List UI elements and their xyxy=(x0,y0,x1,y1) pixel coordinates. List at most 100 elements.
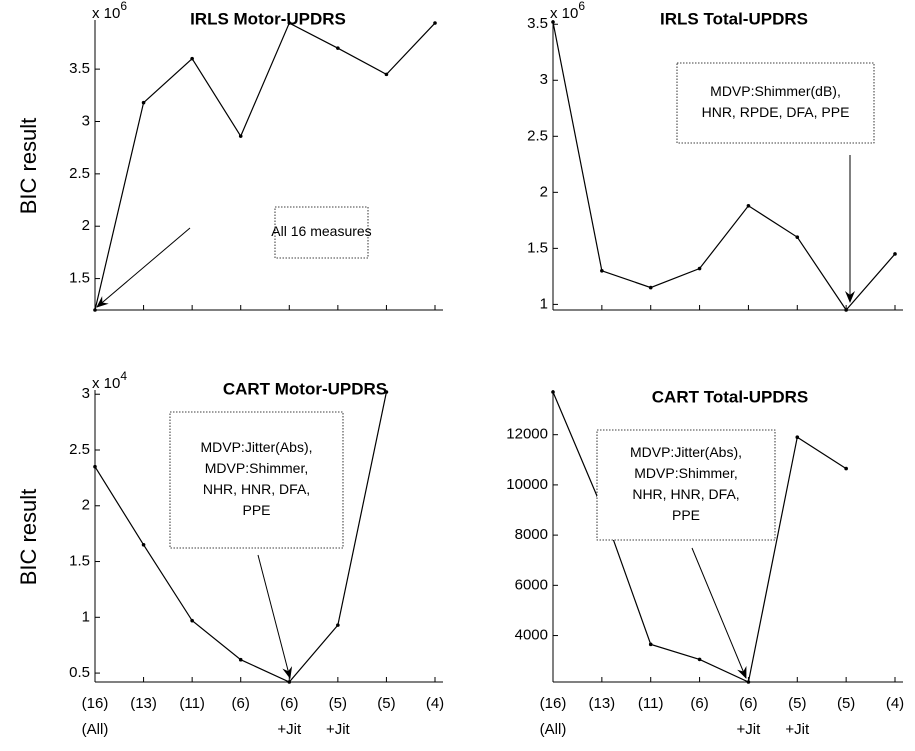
annotation-arrow xyxy=(257,554,293,679)
x-tick-label: (4) xyxy=(426,695,444,712)
x-tick-label: (16) xyxy=(540,695,567,712)
y-tick-label: 12000 xyxy=(506,426,548,443)
x-sub-label: (All) xyxy=(540,721,567,738)
x-sub-label: +Jit xyxy=(785,721,810,738)
x-tick-label: (13) xyxy=(589,695,616,712)
multiplier-power: 4 xyxy=(120,369,127,383)
annotation-text: MDVP:Jitter(Abs), xyxy=(200,439,312,455)
annotation-text: NHR, HNR, DFA, xyxy=(632,486,739,502)
x-sub-label: (All) xyxy=(82,721,109,738)
x-tick-label: (16) xyxy=(82,695,109,712)
data-point xyxy=(336,46,340,50)
annotation-box xyxy=(169,411,344,549)
annotation-text: PPE xyxy=(672,507,700,523)
y-tick-label: 1.5 xyxy=(69,553,90,570)
annotation-box xyxy=(676,62,875,144)
y-tick-label: 4000 xyxy=(515,627,548,644)
data-point xyxy=(648,642,653,647)
y-tick-label: 1.5 xyxy=(527,239,548,256)
annotation-arrow xyxy=(691,547,747,679)
x-tick-label: (6) xyxy=(232,695,250,712)
annotation-text: MDVP:Shimmer(dB), xyxy=(710,83,841,99)
x-tick-label: (11) xyxy=(638,695,664,712)
multiplier-power: 6 xyxy=(578,0,585,13)
annotation-arrow xyxy=(96,227,191,308)
chart-title: IRLS Total-UPDRS xyxy=(660,9,808,28)
y-tick-label: 1 xyxy=(82,608,90,625)
data-point xyxy=(190,56,194,61)
data-point xyxy=(600,268,604,273)
data-point xyxy=(551,20,555,24)
data-point xyxy=(844,466,848,471)
data-point xyxy=(697,657,702,662)
y-tick-label: 3 xyxy=(82,112,90,129)
data-point xyxy=(697,266,702,271)
multiplier: x 104 xyxy=(92,369,127,392)
data-point xyxy=(141,543,146,547)
data-point xyxy=(238,134,243,138)
x-tick-label: (5) xyxy=(837,695,855,712)
data-line xyxy=(94,22,436,311)
annotation-text: MDVP:Jitter(Abs), xyxy=(630,444,742,460)
x-tick-label: (5) xyxy=(329,695,347,712)
x-tick-label: (5) xyxy=(377,695,395,712)
chart-title: IRLS Motor-UPDRS xyxy=(190,9,346,28)
y-tick-label: 2.5 xyxy=(69,165,90,182)
y-tick-label: 10000 xyxy=(506,476,548,493)
y-tick-label: 3.5 xyxy=(69,60,90,77)
x-tick-label: (6) xyxy=(739,695,757,712)
multiplier-base: x 10 xyxy=(92,375,120,392)
multiplier: x 106 xyxy=(550,0,585,22)
y-tick-label: 2 xyxy=(540,183,548,200)
data-point xyxy=(433,21,437,25)
y-tick-label: 2 xyxy=(82,217,90,234)
data-point xyxy=(893,252,897,256)
data-point xyxy=(93,464,97,469)
multiplier-base: x 10 xyxy=(550,5,578,22)
y-tick-label: 6000 xyxy=(515,576,548,593)
annotation-text: MDVP:Shimmer, xyxy=(205,460,308,476)
y-tick-label: 0.5 xyxy=(69,664,90,681)
y-tick-label: 2.5 xyxy=(527,127,548,144)
data-point xyxy=(551,390,555,394)
data-point xyxy=(93,308,97,312)
data-point xyxy=(795,435,800,439)
chart-title: CART Total-UPDRS xyxy=(652,387,808,406)
y-axis-label: BIC result xyxy=(16,118,41,215)
y-tick-label: 3.5 xyxy=(527,15,548,32)
x-sub-label: +Jit xyxy=(737,721,762,738)
data-point xyxy=(384,72,389,77)
y-tick-label: 8000 xyxy=(515,526,548,543)
y-tick-label: 3 xyxy=(540,71,548,88)
annotation-text: NHR, HNR, DFA, xyxy=(203,481,310,497)
x-tick-label: (13) xyxy=(130,695,157,712)
data-line xyxy=(552,21,896,311)
annotation-box xyxy=(274,206,369,259)
y-tick-label: 2 xyxy=(82,497,90,514)
data-point xyxy=(287,680,292,684)
y-axis-label: BIC result xyxy=(16,489,41,586)
data-point xyxy=(190,618,194,623)
x-tick-label: (5) xyxy=(788,695,806,712)
annotation-text: PPE xyxy=(242,502,270,518)
y-tick-label: 1 xyxy=(540,295,548,312)
data-point xyxy=(844,308,848,312)
x-sub-label: +Jit xyxy=(326,721,351,738)
x-tick-label: (4) xyxy=(886,695,904,712)
data-point xyxy=(746,203,751,208)
y-tick-label: 3 xyxy=(82,385,90,402)
data-point xyxy=(795,235,800,239)
data-point xyxy=(238,657,243,662)
data-point xyxy=(648,285,653,290)
y-tick-label: 2.5 xyxy=(69,441,90,458)
x-tick-label: (6) xyxy=(280,695,298,712)
annotation-text: HNR, RPDE, DFA, PPE xyxy=(702,104,850,120)
x-tick-label: (11) xyxy=(179,695,205,712)
data-point xyxy=(336,623,340,627)
x-sub-label: +Jit xyxy=(277,721,302,738)
annotation-box xyxy=(596,429,776,541)
data-point xyxy=(384,390,389,394)
data-point xyxy=(287,21,292,25)
multiplier-base: x 10 xyxy=(92,5,120,22)
